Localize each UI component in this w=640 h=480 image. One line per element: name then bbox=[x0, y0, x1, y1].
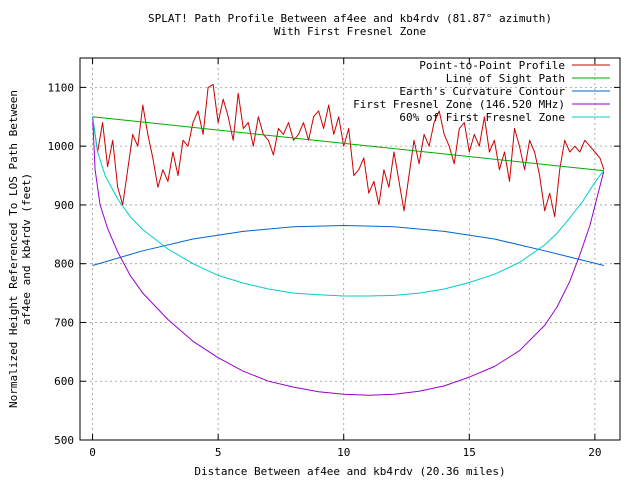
x-tick-label: 10 bbox=[337, 446, 350, 459]
grid-lines bbox=[80, 58, 620, 440]
legend-label: 60% of First Fresnel Zone bbox=[399, 111, 565, 124]
legend-label: Line of Sight Path bbox=[446, 72, 565, 85]
series-line-4 bbox=[92, 116, 605, 297]
chart-title-line: With First Fresnel Zone bbox=[274, 25, 426, 38]
x-tick-label: 0 bbox=[89, 446, 96, 459]
y-tick-label: 700 bbox=[54, 316, 74, 329]
x-axis-label: Distance Between af4ee and kb4rdv (20.36… bbox=[194, 465, 505, 478]
x-tick-label: 15 bbox=[463, 446, 476, 459]
series-line-0 bbox=[92, 83, 605, 218]
y-tick-label: 1000 bbox=[48, 140, 75, 153]
y-tick-label: 500 bbox=[54, 434, 74, 447]
y-axis-label-line: af4ee and kb4rdv (feet) bbox=[20, 173, 33, 325]
axis-labels: Distance Between af4ee and kb4rdv (20.36… bbox=[7, 90, 506, 478]
chart-title-line: SPLAT! Path Profile Between af4ee and kb… bbox=[148, 12, 552, 25]
y-tick-label: 900 bbox=[54, 199, 74, 212]
axis-ticks: 500 600 700 800 900 1000 1100 0 5 10 15 20 bbox=[48, 58, 620, 459]
legend-label: First Fresnel Zone (146.520 MHz) bbox=[353, 98, 565, 111]
plot-frame bbox=[79, 57, 621, 441]
y-axis-label-line: Normalized Height Referenced To LOS Path… bbox=[7, 90, 20, 408]
chart-title: SPLAT! Path Profile Between af4ee and kb… bbox=[148, 12, 552, 38]
legend-label: Point-to-Point Profile bbox=[419, 59, 565, 72]
y-tick-label: 1100 bbox=[48, 81, 75, 94]
series-line-3 bbox=[92, 116, 605, 396]
x-tick-label: 20 bbox=[588, 446, 601, 459]
y-tick-label: 600 bbox=[54, 375, 74, 388]
series-line-2 bbox=[92, 225, 605, 266]
series-line-1 bbox=[92, 116, 604, 172]
x-tick-label: 5 bbox=[215, 446, 222, 459]
y-tick-label: 800 bbox=[54, 258, 74, 271]
series-lines bbox=[92, 83, 605, 396]
legend-label: Earth's Curvature Contour bbox=[399, 85, 565, 98]
